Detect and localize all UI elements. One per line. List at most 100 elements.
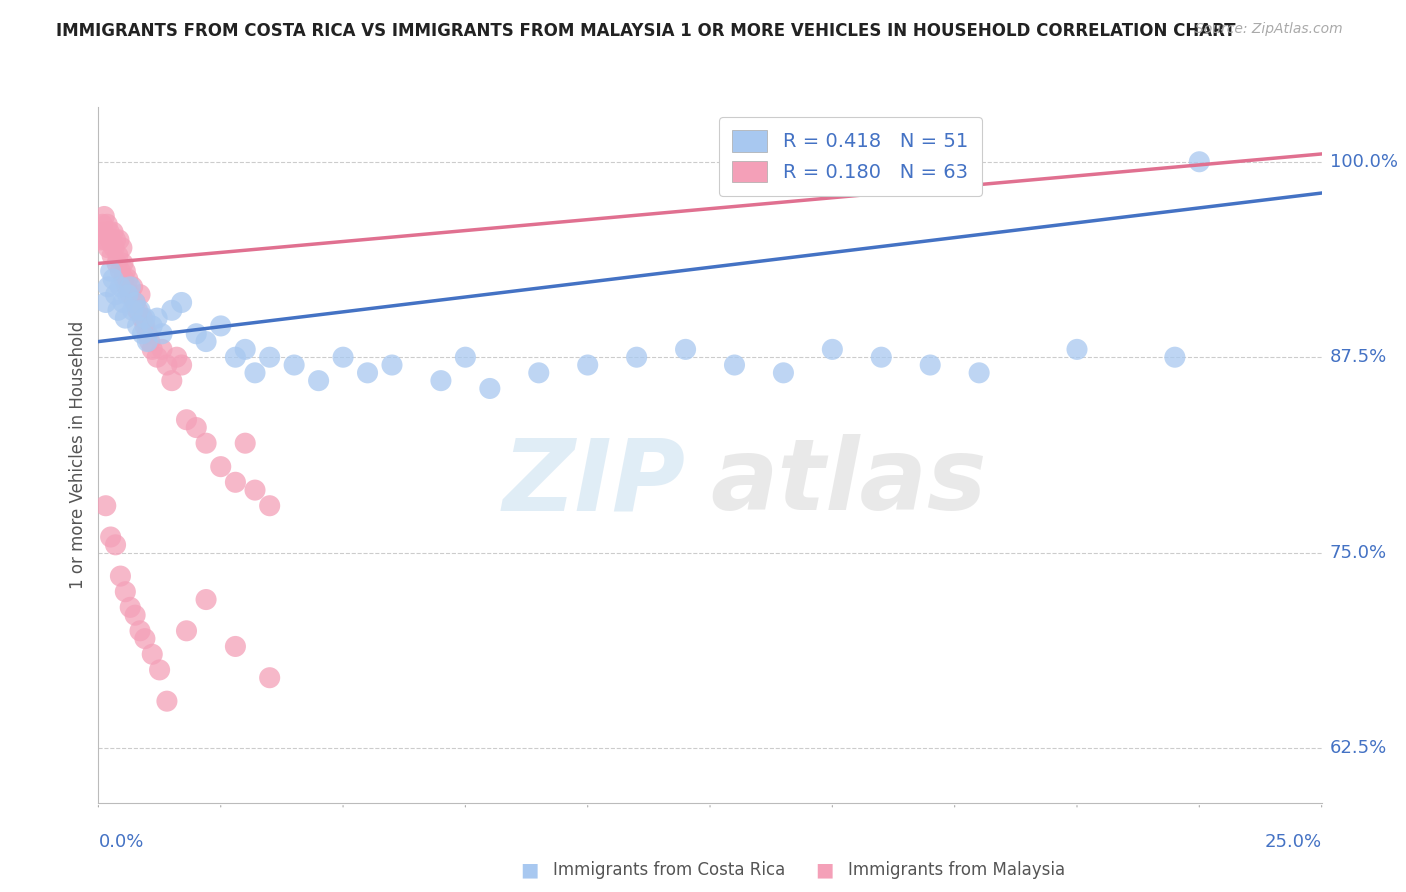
Point: [91, 225, 114, 239]
Point: [150, 326, 173, 341]
Point: [170, 358, 193, 372]
Point: [94, 499, 117, 513]
Point: [576, 358, 599, 372]
Point: [160, 303, 183, 318]
Point: [209, 318, 232, 333]
Point: [96, 217, 118, 231]
Point: [101, 249, 124, 263]
Point: [90, 233, 112, 247]
Point: [243, 483, 266, 497]
Point: [117, 287, 139, 301]
Point: [136, 334, 159, 349]
Point: [111, 295, 134, 310]
Point: [243, 366, 266, 380]
Point: [94, 233, 117, 247]
Point: [1188, 154, 1211, 169]
Point: [224, 350, 246, 364]
Point: [156, 694, 179, 708]
Point: [104, 287, 127, 301]
Text: Source: ZipAtlas.com: Source: ZipAtlas.com: [1195, 22, 1343, 37]
Point: [186, 326, 208, 341]
Point: [478, 382, 501, 396]
Point: [101, 225, 124, 239]
Point: [141, 318, 163, 333]
Point: [626, 350, 648, 364]
Point: [121, 303, 143, 318]
Point: [332, 350, 354, 364]
Point: [104, 233, 127, 247]
Point: [134, 632, 156, 646]
Point: [967, 366, 990, 380]
Point: [129, 287, 152, 301]
Point: [233, 436, 256, 450]
Text: 25.0%: 25.0%: [1264, 833, 1322, 851]
Point: [114, 584, 136, 599]
Text: 100.0%: 100.0%: [1330, 153, 1398, 170]
Point: [146, 311, 169, 326]
Point: [115, 280, 138, 294]
Point: [114, 264, 136, 278]
Point: [195, 334, 218, 349]
Point: [308, 374, 330, 388]
Text: ■: ■: [815, 860, 834, 880]
Point: [124, 295, 146, 310]
Point: [170, 295, 193, 310]
Point: [120, 287, 142, 301]
Point: [134, 318, 156, 333]
Point: [129, 624, 152, 638]
Point: [107, 249, 129, 263]
Point: [156, 358, 179, 372]
Point: [141, 647, 163, 661]
Text: 75.0%: 75.0%: [1330, 543, 1388, 562]
Point: [97, 241, 120, 255]
Point: [107, 303, 129, 318]
Text: Immigrants from Malaysia: Immigrants from Malaysia: [848, 861, 1064, 879]
Point: [120, 280, 142, 294]
Point: [111, 256, 134, 270]
Point: [120, 600, 142, 615]
Point: [166, 350, 188, 364]
Point: [134, 311, 156, 326]
Point: [224, 640, 246, 654]
Point: [176, 624, 198, 638]
Text: ZIP: ZIP: [502, 434, 686, 532]
Point: [136, 326, 159, 341]
Point: [1066, 343, 1088, 357]
Point: [131, 326, 153, 341]
Point: [111, 241, 134, 255]
Point: [870, 350, 893, 364]
Point: [121, 280, 143, 294]
Point: [146, 350, 169, 364]
Point: [149, 663, 172, 677]
Point: [139, 334, 162, 349]
Point: [920, 358, 942, 372]
Point: [100, 530, 122, 544]
Point: [527, 366, 550, 380]
Point: [209, 459, 232, 474]
Point: [259, 350, 281, 364]
Point: [772, 366, 794, 380]
Point: [430, 374, 453, 388]
Y-axis label: 1 or more Vehicles in Household: 1 or more Vehicles in Household: [69, 321, 87, 589]
Text: ■: ■: [520, 860, 538, 880]
Point: [1164, 350, 1187, 364]
Legend: R = 0.418   N = 51, R = 0.180   N = 63: R = 0.418 N = 51, R = 0.180 N = 63: [718, 117, 981, 196]
Point: [160, 374, 183, 388]
Point: [97, 280, 120, 294]
Point: [141, 343, 163, 357]
Text: IMMIGRANTS FROM COSTA RICA VS IMMIGRANTS FROM MALAYSIA 1 OR MORE VEHICLES IN HOU: IMMIGRANTS FROM COSTA RICA VS IMMIGRANTS…: [56, 22, 1236, 40]
Point: [186, 420, 208, 434]
Point: [124, 608, 146, 623]
Text: 62.5%: 62.5%: [1330, 739, 1388, 757]
Point: [91, 217, 114, 231]
Text: 0.0%: 0.0%: [98, 833, 143, 851]
Point: [127, 303, 149, 318]
Point: [124, 295, 146, 310]
Point: [195, 592, 218, 607]
Point: [105, 256, 128, 270]
Point: [94, 295, 117, 310]
Text: Immigrants from Costa Rica: Immigrants from Costa Rica: [553, 861, 785, 879]
Point: [117, 272, 139, 286]
Point: [100, 233, 122, 247]
Point: [110, 569, 132, 583]
